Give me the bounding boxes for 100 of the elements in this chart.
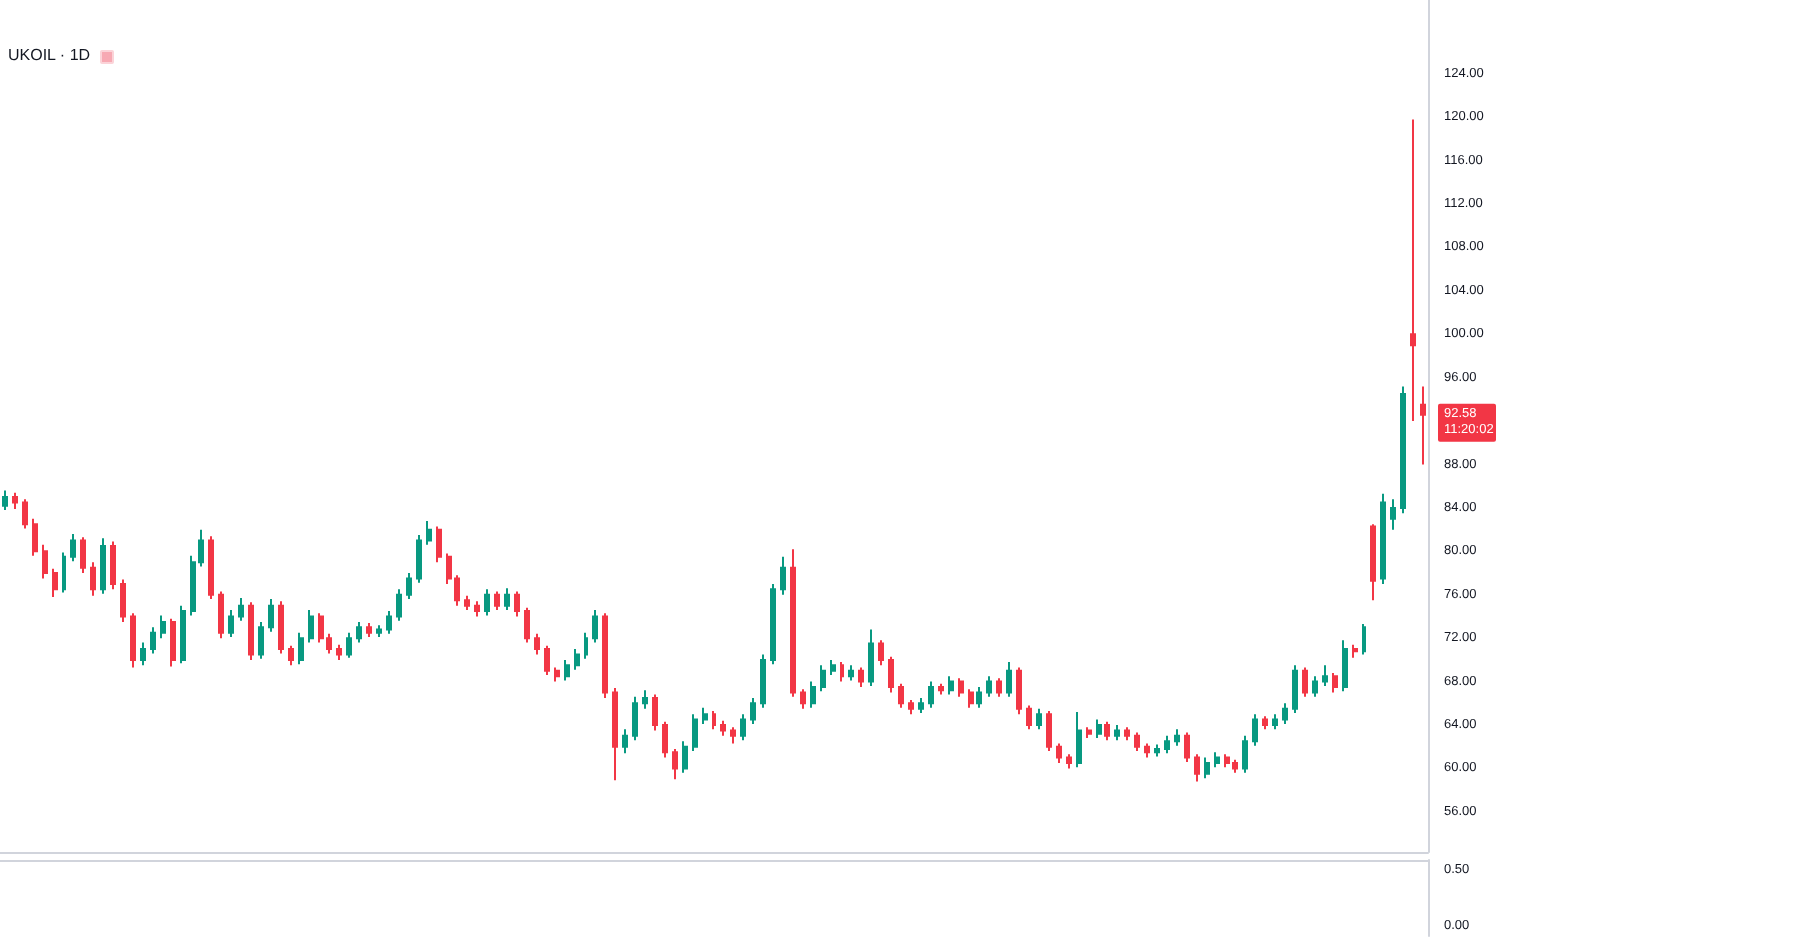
candlestick — [366, 621, 372, 639]
candlestick — [416, 534, 422, 584]
candlestick — [622, 728, 628, 755]
candlestick — [1420, 385, 1426, 466]
candlestick — [1134, 731, 1140, 753]
candlestick — [968, 688, 974, 709]
candlestick — [150, 626, 156, 655]
candlestick — [406, 572, 412, 601]
candlestick — [1154, 743, 1160, 758]
candlestick — [228, 608, 234, 639]
candlestick — [1342, 639, 1348, 693]
candlestick — [760, 653, 766, 709]
candlestick — [356, 620, 362, 644]
candlestick — [702, 706, 708, 725]
candlestick — [1036, 707, 1042, 731]
candlestick — [1242, 734, 1248, 774]
candlestick — [524, 606, 530, 644]
candlestick — [376, 624, 382, 639]
candlestick — [652, 693, 658, 732]
candlestick — [958, 677, 964, 698]
candlestick — [100, 537, 106, 595]
candlestick — [544, 644, 550, 677]
candlestick — [1352, 643, 1358, 659]
candlestick — [288, 644, 294, 667]
candlestick — [1174, 728, 1180, 747]
candlestick — [120, 578, 126, 623]
candlestick — [730, 726, 736, 745]
candlestick — [790, 548, 796, 698]
candlestick — [22, 498, 28, 530]
candlestick — [858, 666, 864, 689]
candlestick — [1292, 664, 1298, 715]
candlestick — [140, 641, 146, 667]
candlestick — [42, 543, 48, 580]
candlestick — [160, 614, 166, 640]
candlestick — [1332, 671, 1338, 694]
candlestick — [2, 489, 8, 512]
candlestick — [800, 688, 806, 710]
candlestick — [268, 598, 274, 633]
candlestick — [878, 639, 884, 667]
candlestick — [602, 612, 608, 699]
candlestick — [720, 719, 726, 737]
candlestick — [740, 713, 746, 742]
candlestick — [780, 555, 786, 596]
candlestick — [820, 664, 826, 693]
candlestick — [928, 680, 934, 709]
candlestick — [554, 666, 560, 683]
candlestick — [1214, 751, 1220, 769]
candlestick — [918, 696, 924, 715]
candlestick — [1282, 702, 1288, 725]
candlestick — [1370, 523, 1376, 602]
candlestick — [1006, 661, 1012, 698]
candlestick — [504, 587, 510, 611]
candlestick — [898, 682, 904, 709]
candlestick — [612, 687, 618, 782]
candlestick — [1016, 666, 1022, 716]
candlestick — [298, 631, 304, 666]
candlestick — [682, 740, 688, 774]
candlestick — [1312, 675, 1318, 698]
candlestick — [1252, 713, 1258, 747]
candlestick — [1390, 498, 1396, 531]
candlestick — [484, 588, 490, 617]
candlestick — [632, 695, 638, 742]
candlestick — [70, 532, 76, 563]
candlestick — [948, 675, 954, 696]
candlestick — [830, 658, 836, 677]
candlestick — [130, 612, 136, 669]
candlestick — [464, 594, 470, 611]
candlestick — [248, 601, 254, 661]
candlestick — [1224, 753, 1230, 769]
candlestick — [1026, 704, 1032, 731]
candlestick — [672, 747, 678, 781]
candlestick — [1232, 758, 1238, 774]
candlestick — [180, 604, 186, 665]
candlestick — [308, 608, 314, 644]
candlestick — [692, 713, 698, 753]
candlestick — [848, 664, 854, 682]
candlestick — [1046, 709, 1052, 753]
candlestick — [1164, 734, 1170, 755]
candlestick — [1194, 753, 1200, 783]
candlestick — [1262, 715, 1268, 731]
candlestick — [52, 567, 58, 598]
candlestick — [1104, 720, 1110, 742]
candlestick — [12, 491, 18, 511]
candlestick — [662, 720, 668, 759]
candlestick — [1124, 726, 1130, 742]
candlestick — [90, 561, 96, 597]
candlestick — [238, 597, 244, 622]
candlestick — [32, 517, 38, 557]
candlestick — [514, 590, 520, 618]
candlestick — [976, 686, 982, 709]
candlestick — [888, 655, 894, 694]
candlestick — [986, 675, 992, 698]
candlestick — [1400, 385, 1406, 515]
candlestick — [592, 608, 598, 644]
candlestick — [908, 699, 914, 716]
candlestick — [1096, 718, 1102, 740]
candlestick — [1076, 710, 1082, 769]
candlestick — [868, 628, 874, 687]
candlestick — [386, 610, 392, 635]
candlestick — [1144, 742, 1150, 759]
